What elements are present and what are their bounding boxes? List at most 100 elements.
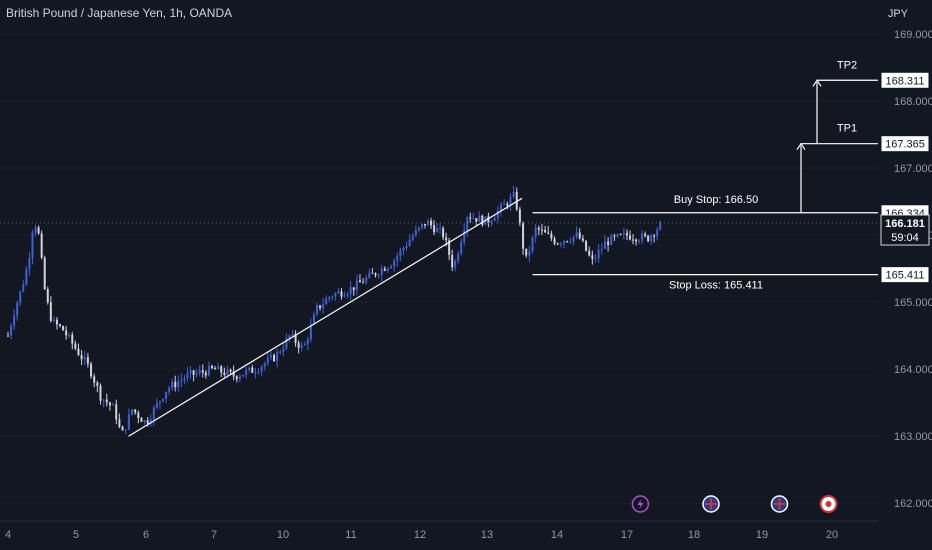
y-tick-label: 167.000 <box>894 163 932 175</box>
candle-body <box>62 325 65 331</box>
candle-body <box>260 366 263 372</box>
candle-body <box>588 250 591 256</box>
candle-body <box>235 376 238 380</box>
candle-body <box>143 420 146 422</box>
candle-body <box>102 399 105 401</box>
candle-body <box>217 366 220 370</box>
candle-body <box>99 385 102 401</box>
candle-body <box>220 366 223 373</box>
candle-body <box>55 319 58 325</box>
candle-body <box>362 282 365 284</box>
candle-body <box>131 409 133 415</box>
x-tick-label: 12 <box>414 529 426 541</box>
candle-body <box>556 243 559 245</box>
price-label-box <box>880 135 930 153</box>
candle-body <box>591 255 594 259</box>
candle-body <box>276 352 279 362</box>
countdown-text: 59:04 <box>891 232 919 244</box>
candle-body <box>632 239 635 241</box>
candle-body <box>448 240 451 255</box>
candle-body <box>581 238 584 241</box>
candle-body <box>644 233 647 236</box>
candle-body <box>365 277 368 283</box>
candle-body <box>537 227 540 230</box>
candle-body <box>25 269 28 285</box>
candle-body <box>127 414 130 430</box>
candle-body <box>37 227 40 234</box>
candle-body <box>355 280 358 291</box>
candle-body <box>547 232 550 234</box>
lightning-icon[interactable] <box>631 495 650 513</box>
candle-body <box>656 229 659 237</box>
candle-body <box>68 334 71 336</box>
candle-body <box>189 370 192 374</box>
candle-body <box>52 319 55 321</box>
candle-body <box>544 229 547 233</box>
candle-body <box>559 243 562 245</box>
x-tick-label: 5 <box>73 529 79 541</box>
candle-body <box>80 355 83 360</box>
price-label-text: 167.365 <box>885 139 925 151</box>
candle-body <box>442 228 445 238</box>
candle-body <box>65 330 68 336</box>
candle-body <box>226 369 229 376</box>
candle-body <box>490 220 493 223</box>
candle-body <box>183 378 186 380</box>
candle-body <box>578 232 581 239</box>
candle-body <box>343 295 346 297</box>
x-tick-label: 19 <box>756 529 768 541</box>
candle-body <box>201 370 204 373</box>
candle-body <box>152 407 155 420</box>
candle-body <box>647 235 650 242</box>
x-tick-label: 14 <box>551 529 563 541</box>
candle-body <box>140 417 143 422</box>
candle-body <box>493 218 496 221</box>
currency-label: JPY <box>887 8 908 20</box>
candle-body <box>653 235 656 237</box>
candle-body <box>162 398 164 402</box>
candle-body <box>393 260 396 267</box>
candle-body <box>248 367 251 370</box>
candle-body <box>607 241 610 245</box>
candle-body <box>478 215 481 222</box>
candle-body <box>291 334 294 336</box>
candle-body <box>294 334 297 343</box>
candle-body <box>10 326 13 336</box>
candle-body <box>96 382 99 386</box>
candle-body <box>603 241 606 249</box>
candle-body <box>124 429 127 431</box>
candle-body <box>90 363 93 377</box>
current-price-box <box>880 214 930 246</box>
candle-body <box>500 204 502 211</box>
candle-body <box>463 230 466 242</box>
candle-body <box>13 315 16 327</box>
candle-body <box>528 251 531 256</box>
candle-body <box>411 235 414 241</box>
candle-body <box>232 371 235 377</box>
candle-body <box>245 369 248 375</box>
candle-body <box>331 296 334 298</box>
candle-body <box>487 216 490 223</box>
candle-body <box>257 371 260 373</box>
candle-body <box>383 268 386 271</box>
candle-body <box>288 335 291 338</box>
candle-body <box>40 233 43 258</box>
candle-body <box>481 215 484 225</box>
candle-body <box>177 381 180 388</box>
candle-body <box>466 217 469 231</box>
price-label-text: 165.411 <box>886 270 925 282</box>
y-tick-label: 162.000 <box>894 498 932 510</box>
candle-body <box>214 368 217 370</box>
candle-body <box>108 402 111 406</box>
candle-body <box>346 293 349 296</box>
candle-body <box>77 348 80 356</box>
candle-body <box>168 388 171 392</box>
x-tick-label: 13 <box>481 529 493 541</box>
candle-body <box>386 268 389 271</box>
candle-body <box>319 305 322 309</box>
trendline[interactable] <box>128 197 523 437</box>
x-tick-label: 4 <box>5 529 11 541</box>
candle-body <box>460 241 463 254</box>
current-price-text: 166.181 <box>885 218 925 230</box>
